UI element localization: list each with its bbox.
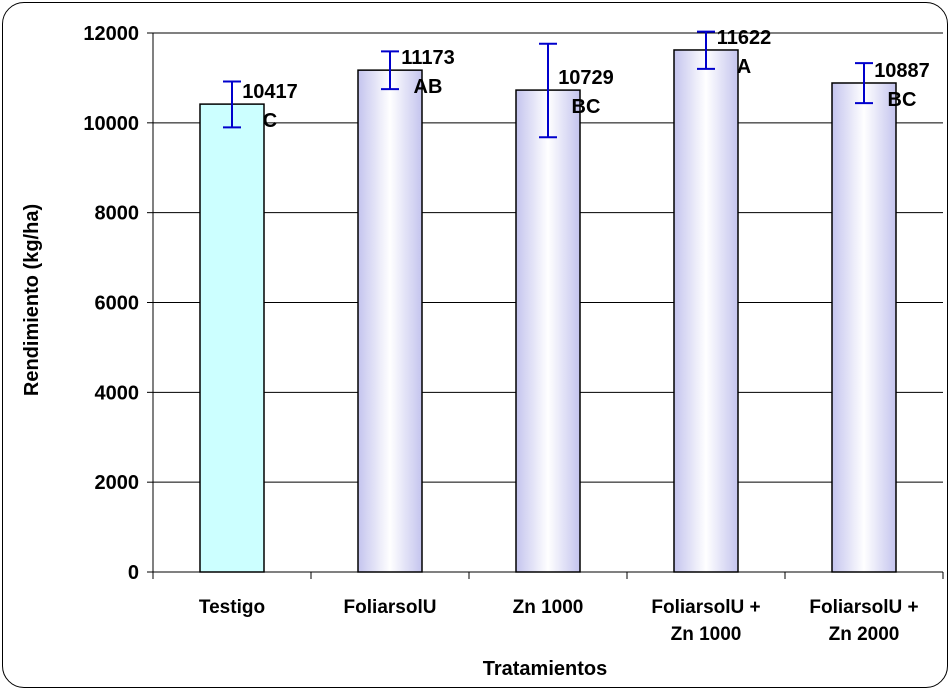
x-axis-title: Tratamientos [483,658,607,680]
bar [831,82,897,573]
y-tick-label: 2000 [95,472,140,494]
category-label: FoliarsolU + [809,597,918,618]
y-tick-label: 12000 [83,23,139,45]
significance-letter: AB [414,76,443,98]
significance-letter: C [263,110,277,132]
value-label: 10729 [558,67,614,89]
y-tick-label: 4000 [95,382,140,404]
value-label: 11173 [401,47,454,69]
bar [357,69,423,573]
y-tick-label: 6000 [95,293,140,315]
significance-letter: BC [572,96,601,118]
y-tick-label: 10000 [83,113,139,135]
y-tick-label: 8000 [95,203,140,225]
labels: 0 2000 4000 6000 8000 10000 12000 10417 C Testigo… [83,23,929,645]
significance-letter: BC [888,89,917,111]
bar [199,103,265,573]
bar [673,49,739,573]
category-label: Zn 1000 [671,624,742,645]
value-label: 10417 [242,81,298,103]
category-label: FoliarsolU [344,597,437,618]
significance-letter: A [737,56,751,78]
y-axis-title: Rendimiento (kg/ha) [21,204,43,396]
value-label: 10887 [874,60,930,82]
category-label: Zn 2000 [829,624,900,645]
y-tick-label: 0 [128,562,139,584]
bars [199,49,897,573]
bar [515,89,581,573]
category-label: Testigo [199,597,265,618]
category-label: Zn 1000 [513,597,584,618]
category-label: FoliarsolU + [651,597,760,618]
value-label: 11622 [717,27,772,49]
error-bars [223,30,873,139]
